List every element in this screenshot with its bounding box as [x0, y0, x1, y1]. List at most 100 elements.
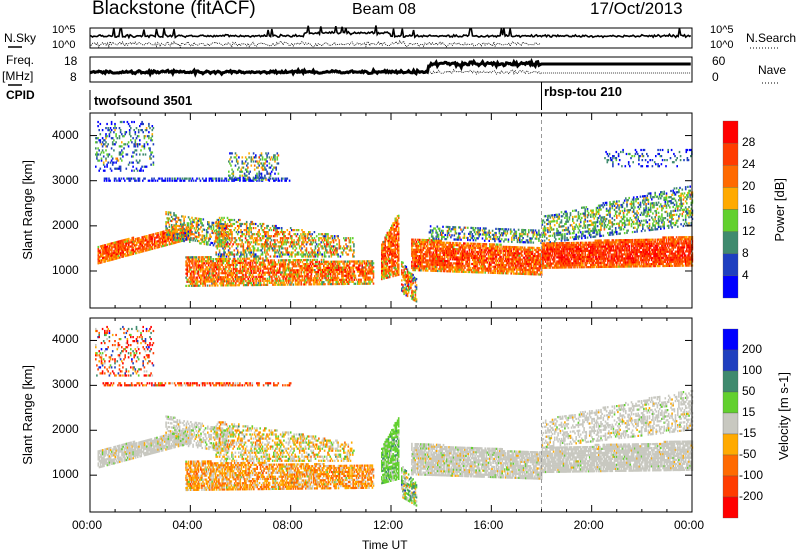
echo-cell: [326, 260, 328, 263]
echo-cell: [146, 235, 148, 238]
echo-cell: [277, 231, 280, 234]
echo-cell: [270, 156, 273, 159]
echo-cell: [385, 266, 388, 269]
echo-cell: [137, 143, 140, 146]
echo-cell: [164, 240, 166, 243]
echo-cell: [433, 261, 436, 264]
echo-cell: [390, 247, 392, 250]
echo-cell: [173, 231, 175, 234]
echo-cell: [342, 278, 344, 281]
echo-cell: [244, 237, 247, 240]
echo-cell: [170, 228, 173, 231]
echo-cell: [416, 254, 419, 258]
echo-cell: [276, 255, 278, 258]
echo-cell: [222, 278, 225, 281]
echo-cell: [168, 211, 171, 214]
echo-cell: [166, 179, 169, 182]
echo-cell: [216, 224, 219, 228]
echo-cell: [428, 267, 430, 270]
echo-cell: [264, 247, 266, 250]
echo-cell: [317, 273, 319, 276]
echo-cell: [230, 270, 233, 273]
echo-cell: [210, 258, 212, 261]
echo-cell: [264, 166, 266, 169]
echo-cell: [232, 263, 235, 267]
echo-cell: [96, 153, 98, 156]
echo-cell: [302, 267, 305, 270]
echo-cell: [465, 244, 467, 247]
echo-cell: [250, 267, 253, 270]
echo-cell: [403, 292, 405, 296]
echo-cell: [126, 240, 129, 243]
echo-cell: [386, 268, 389, 271]
echo-cell: [263, 261, 265, 264]
echo-cell: [396, 225, 399, 228]
echo-cell: [308, 251, 310, 254]
echo-cell: [221, 179, 223, 182]
echo-cell: [450, 268, 453, 271]
echo-cell: [119, 252, 121, 255]
echo-cell: [327, 281, 330, 284]
echo-cell: [349, 237, 352, 240]
echo-cell: [310, 277, 313, 280]
echo-cell: [274, 281, 277, 284]
echo-cell: [455, 254, 457, 257]
echo-cell: [351, 274, 353, 277]
echo-cell: [459, 264, 462, 267]
echo-cell: [216, 247, 219, 250]
echo-cell: [123, 135, 125, 138]
echo-cell: [257, 265, 260, 268]
echo-cell: [356, 280, 359, 283]
echo-cell: [251, 265, 254, 268]
echo-cell: [335, 280, 337, 284]
echo-cell: [251, 237, 254, 240]
echo-cell: [231, 272, 234, 275]
echo-cell: [172, 218, 174, 221]
echo-cell: [332, 270, 334, 273]
echo-cell: [243, 162, 246, 165]
echo-cell: [371, 266, 374, 269]
echo-cell: [317, 255, 319, 258]
echo-cell: [397, 247, 400, 250]
echo-cell: [412, 248, 414, 251]
echo-cell: [416, 238, 419, 241]
echo-cell: [168, 243, 171, 246]
echo-cell: [450, 245, 453, 249]
echo-cell: [355, 268, 358, 271]
echo-cell: [131, 251, 133, 254]
echo-cell: [297, 277, 299, 280]
echo-cell: [150, 246, 153, 249]
echo-cell: [282, 281, 284, 284]
echo-cell: [431, 257, 433, 260]
echo-cell: [293, 277, 296, 280]
echo-cell: [115, 251, 118, 254]
echo-cell: [272, 265, 274, 268]
echo-cell: [124, 242, 127, 245]
echo-cell: [259, 277, 262, 280]
echo-cell: [254, 267, 256, 270]
echo-cell: [236, 177, 239, 180]
echo-cell: [213, 280, 216, 283]
echo-cell: [215, 177, 217, 180]
echo-cell: [202, 262, 204, 265]
echo-cell: [215, 220, 217, 224]
echo-cell: [434, 257, 437, 260]
echo-cell: [405, 292, 408, 295]
echo-cell: [123, 241, 126, 244]
echo-cell: [215, 245, 217, 248]
echo-cell: [292, 279, 295, 282]
echo-cell: [306, 233, 309, 236]
echo-cell: [291, 273, 293, 276]
echo-cell: [261, 166, 264, 169]
echo-cell: [270, 281, 272, 284]
echo-cell: [136, 169, 139, 172]
echo-cell: [118, 137, 121, 140]
echo-cell: [235, 276, 237, 279]
echo-cell: [111, 242, 113, 245]
echo-cell: [422, 249, 424, 252]
echo-cell: [447, 249, 449, 253]
echo-cell: [189, 260, 192, 263]
echo-cell: [423, 257, 426, 260]
echo-cell: [358, 274, 360, 277]
echo-cell: [199, 217, 201, 221]
